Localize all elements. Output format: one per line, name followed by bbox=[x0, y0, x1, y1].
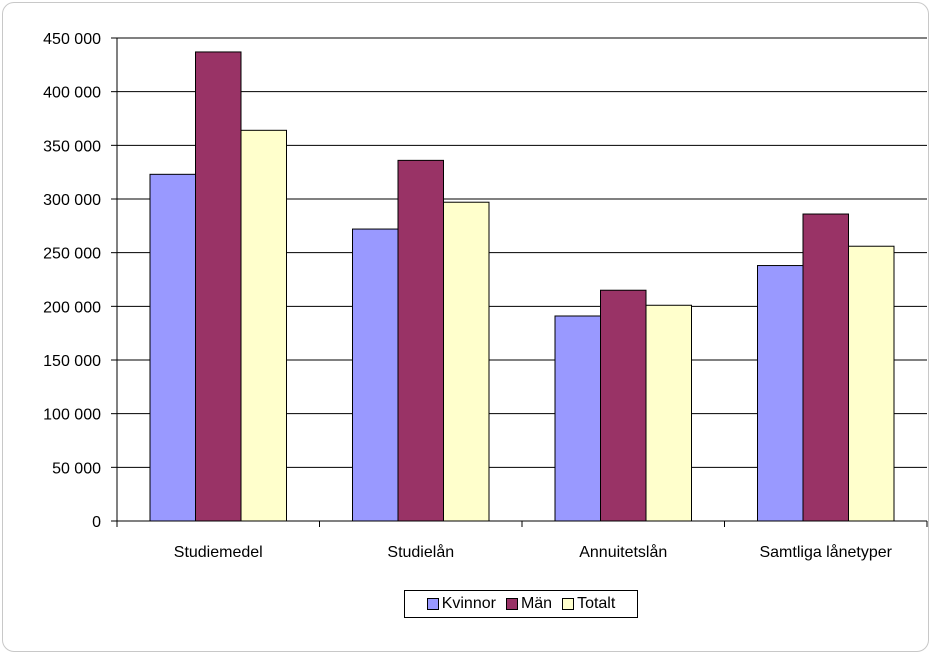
y-tick-label: 50 000 bbox=[52, 460, 101, 477]
y-tick-label: 150 000 bbox=[43, 353, 101, 370]
y-tick-label: 350 000 bbox=[43, 138, 101, 155]
legend-swatch-kvinnor bbox=[426, 598, 439, 610]
legend-swatch-totalt bbox=[562, 598, 575, 610]
y-tick-label: 300 000 bbox=[43, 192, 101, 209]
bar-totalt bbox=[645, 304, 692, 522]
legend-label-kvinnor: Kvinnor bbox=[441, 595, 496, 612]
bar-totalt bbox=[848, 245, 895, 522]
bar-kvinnor bbox=[554, 315, 601, 522]
legend-item-man: Män bbox=[505, 595, 553, 613]
y-tick-label: 450 000 bbox=[43, 31, 101, 48]
legend-item-kvinnor: Kvinnor bbox=[426, 595, 496, 613]
bar-män bbox=[802, 213, 849, 522]
x-tick-label: Studielån bbox=[387, 543, 454, 561]
y-tick-label: 0 bbox=[92, 514, 101, 531]
bar-kvinnor bbox=[352, 228, 399, 522]
bar-män bbox=[600, 289, 647, 522]
y-tick-label: 400 000 bbox=[43, 85, 101, 102]
bar-kvinnor bbox=[149, 173, 196, 522]
y-tick-label: 200 000 bbox=[43, 299, 101, 316]
y-tick-label: 100 000 bbox=[43, 407, 101, 424]
bar-totalt bbox=[443, 201, 490, 522]
x-tick-label: Annuitetslån bbox=[579, 543, 667, 561]
legend-item-totalt: Totalt bbox=[562, 595, 615, 613]
bar-män bbox=[397, 159, 444, 522]
legend-swatch-man bbox=[505, 598, 518, 610]
bar-kvinnor bbox=[757, 265, 804, 522]
x-tick-label: Samtliga lånetyper bbox=[759, 543, 892, 561]
legend-label-man: Män bbox=[520, 595, 553, 612]
bar-män bbox=[195, 51, 242, 522]
y-tick-label: 250 000 bbox=[43, 246, 101, 263]
legend-label-totalt: Totalt bbox=[577, 595, 616, 612]
legend: Kvinnor Män Totalt bbox=[404, 590, 638, 618]
bar-chart: 0 50 000 100 000 150 000 200 000 250 000 300 0… bbox=[43, 31, 928, 561]
x-tick-label: Studiemedel bbox=[174, 544, 263, 561]
bar-totalt bbox=[240, 129, 287, 522]
